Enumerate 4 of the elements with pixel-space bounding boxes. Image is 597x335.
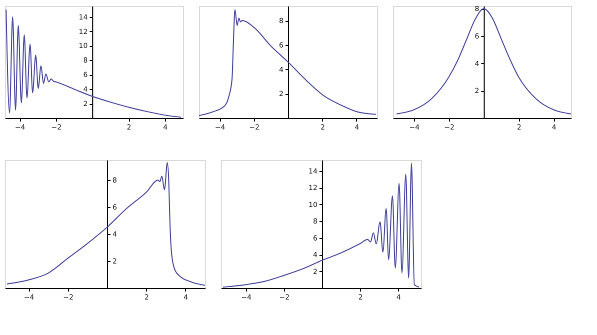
line-series xyxy=(222,162,420,288)
line-series xyxy=(6,9,182,118)
line-series xyxy=(6,162,205,286)
line-series xyxy=(199,9,376,116)
